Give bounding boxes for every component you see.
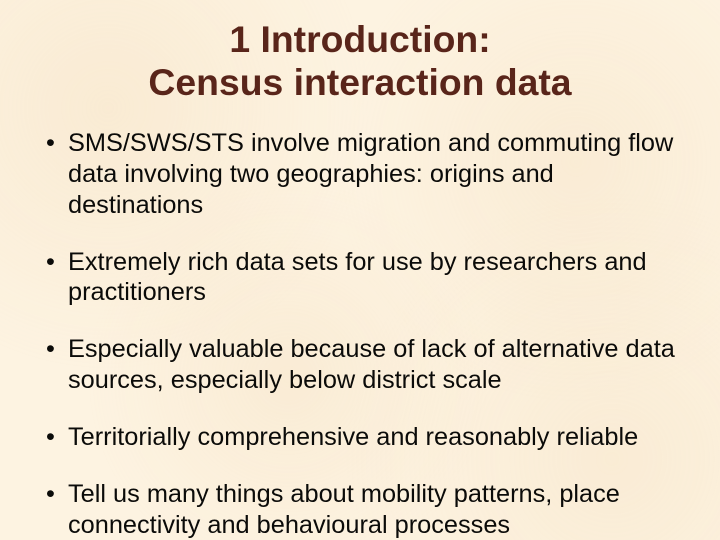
bullet-item: Tell us many things about mobility patte… bbox=[40, 479, 680, 540]
bullet-text: SMS/SWS/STS involve migration and commut… bbox=[68, 129, 673, 219]
bullet-item: Territorially comprehensive and reasonab… bbox=[40, 422, 680, 453]
bullet-item: Especially valuable because of lack of a… bbox=[40, 334, 680, 396]
slide-title: 1 Introduction: Census interaction data bbox=[40, 18, 680, 104]
bullet-text: Tell us many things about mobility patte… bbox=[68, 480, 620, 539]
title-line-2: Census interaction data bbox=[40, 61, 680, 104]
bullet-text: Especially valuable because of lack of a… bbox=[68, 335, 675, 394]
bullet-list: SMS/SWS/STS involve migration and commut… bbox=[40, 128, 680, 540]
bullet-text: Territorially comprehensive and reasonab… bbox=[68, 423, 638, 451]
bullet-item: Extremely rich data sets for use by rese… bbox=[40, 247, 680, 309]
bullet-item: SMS/SWS/STS involve migration and commut… bbox=[40, 128, 680, 221]
title-line-1: 1 Introduction: bbox=[40, 18, 680, 61]
bullet-text: Extremely rich data sets for use by rese… bbox=[68, 248, 647, 307]
